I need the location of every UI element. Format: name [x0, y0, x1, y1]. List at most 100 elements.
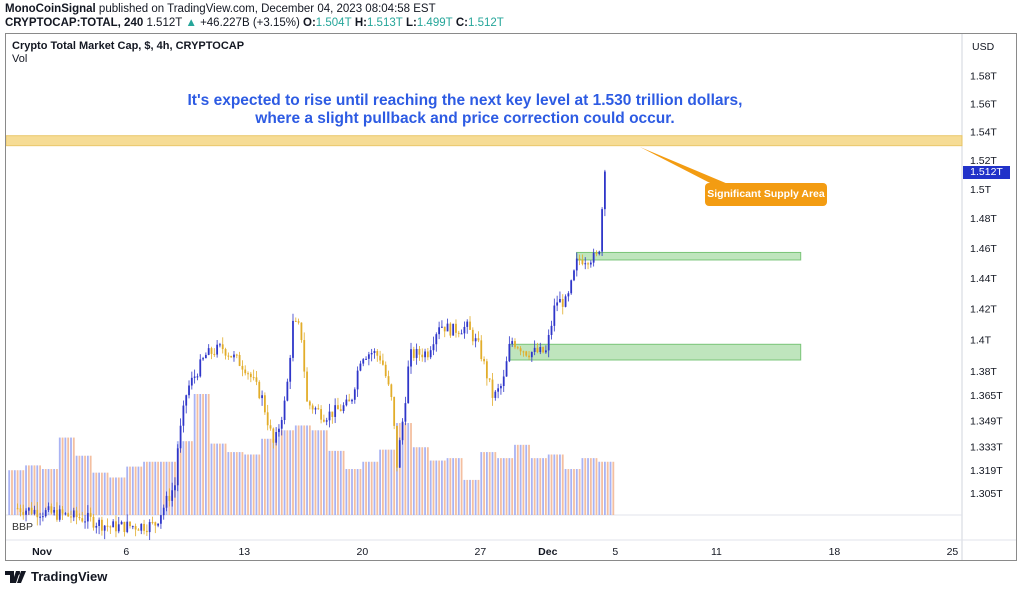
candle-down — [154, 522, 157, 526]
candle-up — [497, 388, 500, 392]
candle-up — [157, 523, 160, 526]
candle-down — [561, 299, 564, 307]
candle-down — [491, 379, 494, 398]
candle-down — [595, 252, 598, 255]
candle-up — [185, 395, 188, 406]
candle-down — [317, 408, 320, 410]
volume-bar — [115, 477, 117, 515]
volume-bar — [382, 449, 384, 515]
volume-bar — [432, 460, 435, 515]
candle-down — [426, 351, 429, 358]
callout-pointer — [640, 147, 728, 184]
volume-bar — [561, 454, 564, 515]
candle-down — [519, 348, 522, 352]
currency-label[interactable]: USD — [972, 41, 995, 53]
volume-bar — [424, 447, 426, 515]
candle-up — [165, 495, 168, 508]
volume-bar — [233, 452, 235, 515]
volume-bar — [505, 458, 508, 515]
candle-down — [323, 419, 325, 422]
volume-bar — [255, 454, 258, 515]
candle-down — [455, 323, 457, 333]
candle-down — [471, 329, 474, 342]
volume-bar — [263, 438, 266, 515]
volume-bar — [370, 461, 373, 515]
candle-down — [390, 384, 393, 397]
candle-up — [530, 351, 533, 358]
volume-bar — [117, 477, 120, 515]
candle-up — [601, 209, 603, 252]
volume-bar — [379, 449, 381, 515]
candle-up — [47, 506, 50, 511]
volume-bar — [516, 444, 519, 515]
candle-up — [53, 509, 56, 513]
candle-up — [216, 344, 219, 355]
tradingview-logo-icon — [5, 570, 26, 583]
candle-down — [129, 521, 131, 527]
volume-bar — [387, 449, 390, 515]
candle-down — [337, 405, 339, 410]
candle-up — [553, 305, 556, 326]
volume-bar — [367, 461, 370, 515]
candle-down — [485, 361, 488, 379]
high-label: H: — [354, 17, 367, 29]
candle-up — [39, 516, 41, 518]
volume-bar — [339, 450, 342, 515]
volume-bar — [311, 430, 314, 515]
candle-up — [120, 521, 123, 525]
volume-bar — [519, 444, 522, 515]
candle-down — [241, 365, 244, 370]
candle-up — [424, 351, 426, 358]
volume-bar — [353, 469, 356, 515]
candle-up — [140, 523, 143, 531]
volume-bar — [592, 458, 595, 515]
time-tick-label: 6 — [123, 546, 129, 558]
candle-down — [387, 376, 390, 385]
candle-up — [275, 432, 278, 443]
volume-bar — [426, 447, 429, 515]
candle-down — [263, 395, 266, 413]
candle-up — [452, 323, 455, 336]
symbol-info: CRYPTOCAP:TOTAL, 240 1.512T ▲ +46.227B (… — [5, 17, 504, 29]
candle-down — [469, 321, 471, 330]
volume-bar — [244, 454, 247, 515]
volume-bar — [438, 460, 441, 515]
candle-up — [544, 350, 547, 353]
candle-up — [112, 521, 115, 528]
candle-up — [190, 377, 193, 386]
price-tick-label: 1.46T — [970, 243, 997, 255]
price-tick-label: 1.305T — [970, 488, 1003, 500]
volume-bar — [314, 430, 317, 515]
volume-bar — [224, 443, 227, 515]
candle-up — [589, 262, 592, 265]
publish-info: MonoCoinSignal published on TradingView.… — [5, 3, 436, 15]
candle-down — [75, 510, 78, 518]
candle-up — [44, 510, 47, 517]
volume-bar — [78, 455, 81, 515]
candle-up — [64, 513, 67, 515]
volume-bar — [609, 461, 612, 515]
volume-bar — [19, 470, 22, 515]
candle-down — [376, 351, 379, 356]
volume-bar — [604, 461, 606, 515]
volume-bar — [474, 479, 477, 515]
volume-bar — [109, 477, 112, 515]
volume-bar — [536, 458, 539, 515]
candle-down — [266, 412, 269, 426]
candle-up — [160, 515, 162, 524]
volume-bar — [199, 394, 202, 515]
price-tick-label: 1.56T — [970, 98, 997, 110]
volume-bar — [547, 454, 550, 515]
candle-up — [359, 363, 362, 371]
volume-bar — [525, 444, 528, 515]
price-tick-label: 1.54T — [970, 126, 997, 138]
volume-bar — [393, 449, 396, 515]
candle-down — [331, 411, 334, 417]
candle-down — [379, 355, 381, 361]
volume-bar — [398, 423, 401, 515]
candle-up — [233, 354, 235, 358]
candle-down — [30, 507, 33, 514]
candle-up — [278, 428, 280, 433]
candle-up — [463, 326, 466, 334]
